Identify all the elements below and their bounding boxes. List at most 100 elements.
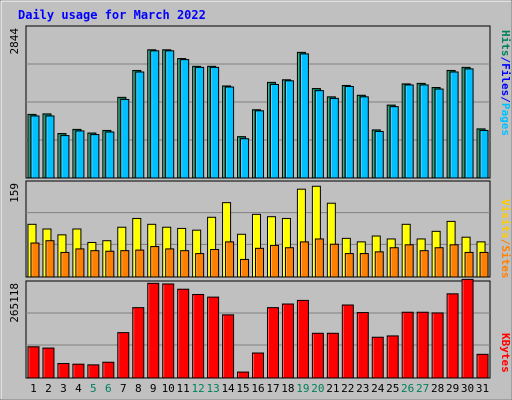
- bar-files-day-22: [344, 85, 354, 179]
- bar-kbytes-day-24: [371, 336, 384, 379]
- x-tick-label-day-12: 12: [192, 382, 205, 395]
- bar-sites-day-24: [374, 251, 384, 278]
- bar-files-day-25: [389, 106, 399, 179]
- panel-3-legend-label: KBytes: [499, 333, 512, 373]
- x-tick-label-day-26: 26: [401, 382, 414, 395]
- bar-kbytes-day-11: [177, 288, 190, 379]
- bar-files-day-27: [419, 84, 429, 179]
- bar-sites-day-7: [120, 250, 130, 278]
- x-tick-label-day-23: 23: [356, 382, 369, 395]
- bar-sites-day-29: [449, 244, 459, 278]
- bar-sites-day-13: [210, 248, 220, 278]
- bar-sites-day-18: [284, 247, 294, 278]
- bar-kbytes-day-29: [446, 293, 459, 379]
- legend-separator: /: [499, 239, 512, 246]
- x-tick-label-day-1: 1: [30, 382, 37, 395]
- bar-files-day-10: [165, 50, 175, 179]
- x-tick-label-day-14: 14: [221, 382, 235, 395]
- chart-title: Daily usage for March 2022: [18, 8, 206, 22]
- bar-sites-day-10: [165, 248, 175, 278]
- bar-kbytes-day-6: [102, 361, 115, 379]
- bar-kbytes-day-16: [252, 352, 265, 379]
- x-tick-label-day-3: 3: [60, 382, 67, 395]
- x-tick-label-day-21: 21: [326, 382, 339, 395]
- bar-kbytes-day-10: [162, 283, 175, 379]
- bar-sites-day-23: [359, 253, 369, 278]
- bar-files-day-31: [479, 129, 489, 179]
- bar-sites-day-27: [419, 250, 429, 278]
- bar-sites-day-11: [180, 250, 190, 278]
- bar-files-day-19: [299, 53, 309, 179]
- bar-files-day-6: [105, 131, 115, 179]
- bar-kbytes-day-14: [222, 314, 235, 379]
- bar-sites-day-14: [225, 241, 235, 278]
- bar-sites-day-9: [150, 246, 160, 278]
- bar-files-day-11: [180, 59, 190, 179]
- panel-2-legend-label: Visits/Sites: [499, 199, 512, 279]
- x-tick-label-day-25: 25: [386, 382, 399, 395]
- bar-sites-day-3: [60, 251, 70, 278]
- bar-kbytes-day-30: [461, 278, 474, 379]
- x-tick-label-day-28: 28: [431, 382, 444, 395]
- panel-3-ymax-label: 265118: [8, 283, 21, 323]
- bar-kbytes-day-26: [401, 311, 414, 379]
- x-tick-label-day-9: 9: [150, 382, 157, 395]
- bar-files-day-21: [329, 97, 339, 179]
- bar-files-day-20: [314, 90, 324, 179]
- bar-files-day-28: [434, 88, 444, 179]
- bar-files-day-4: [75, 130, 85, 179]
- bar-sites-day-12: [195, 253, 205, 278]
- x-tick-label-day-7: 7: [120, 382, 127, 395]
- panel-2-ymax-label: 159: [8, 183, 21, 203]
- bar-files-day-9: [150, 50, 160, 179]
- x-tick-label-day-29: 29: [446, 382, 459, 395]
- bar-files-day-29: [449, 71, 459, 179]
- bar-files-day-30: [464, 68, 474, 179]
- legend-files: Files: [499, 63, 512, 96]
- bar-files-day-7: [120, 98, 130, 179]
- bar-sites-day-4: [75, 248, 85, 278]
- x-tick-label-day-19: 19: [296, 382, 309, 395]
- bar-kbytes-day-8: [132, 307, 145, 379]
- bar-sites-day-31: [479, 251, 489, 278]
- legend-pages: Pages: [499, 103, 512, 136]
- bar-kbytes-day-27: [416, 311, 429, 379]
- bar-kbytes-day-3: [57, 363, 70, 379]
- bar-files-day-15: [240, 138, 250, 179]
- x-tick-label-day-5: 5: [90, 382, 97, 395]
- x-tick-label-day-2: 2: [45, 382, 52, 395]
- legend-separator: /: [499, 96, 512, 103]
- bar-kbytes-day-13: [207, 296, 220, 379]
- x-tick-label-day-16: 16: [251, 382, 264, 395]
- chart-panels: 2844 Hits/Files/Pages159Visits/Sites26511…: [8, 25, 512, 395]
- x-tick-label-day-13: 13: [206, 382, 219, 395]
- bar-sites-day-15: [240, 258, 250, 278]
- x-tick-label-day-20: 20: [311, 382, 324, 395]
- bar-files-day-26: [404, 84, 414, 179]
- legend-kbytes: KBytes: [499, 333, 512, 373]
- bar-sites-day-1: [30, 242, 40, 278]
- bar-sites-day-6: [105, 250, 115, 278]
- legend-visits: Visits: [499, 199, 512, 239]
- bar-kbytes-day-17: [266, 307, 279, 379]
- bar-files-day-23: [359, 96, 369, 179]
- bar-sites-day-28: [434, 247, 444, 278]
- x-tick-label-day-8: 8: [135, 382, 142, 395]
- bar-sites-day-21: [329, 243, 339, 278]
- bar-kbytes-day-25: [386, 335, 399, 379]
- bar-sites-day-22: [344, 253, 354, 278]
- bar-kbytes-day-31: [476, 353, 489, 379]
- bar-files-day-5: [90, 134, 100, 179]
- panel-1-ymax-label: 2844: [8, 28, 21, 55]
- bar-files-day-1: [30, 115, 40, 179]
- bar-sites-day-16: [255, 247, 265, 278]
- bar-sites-day-17: [269, 244, 279, 278]
- bar-sites-day-5: [90, 250, 100, 278]
- bar-sites-day-30: [464, 251, 474, 278]
- bar-kbytes-day-28: [431, 312, 444, 379]
- bar-files-day-3: [60, 135, 70, 179]
- bar-kbytes-day-12: [192, 293, 205, 379]
- x-tick-label-day-30: 30: [461, 382, 474, 395]
- x-tick-label-day-18: 18: [281, 382, 294, 395]
